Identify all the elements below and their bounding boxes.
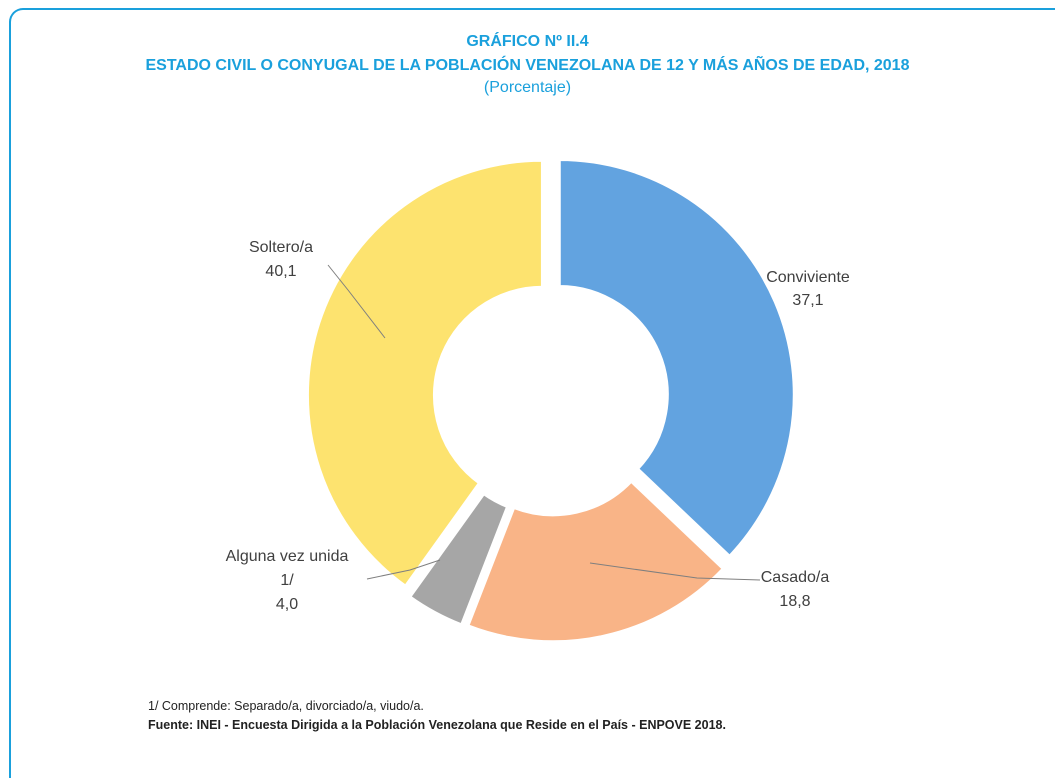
chart-frame — [9, 8, 1055, 778]
leader-lines — [327, 264, 761, 581]
chart-subtitle: ESTADO CIVIL O CONYUGAL DE LA POBLACIÓN … — [145, 57, 910, 74]
value-soltero: 40,1 — [265, 263, 296, 280]
label-conviviente: Conviviente — [766, 269, 850, 286]
value-casado: 18,8 — [779, 593, 810, 610]
slice-casado-a — [465, 479, 726, 644]
slice-soltero-a — [305, 158, 544, 589]
label-alguna-footnote-ref: 1/ — [280, 572, 294, 589]
leader-casado — [589, 562, 761, 581]
label-alguna-vez-unida: Alguna vez unida — [226, 548, 349, 565]
slice-conviviente — [557, 157, 796, 559]
label-casado: Casado/a — [761, 569, 830, 586]
chart-title: GRÁFICO Nº II.4 — [466, 33, 589, 50]
slice-alguna-vez-unida-1 — [407, 491, 510, 627]
leader-alguna — [366, 559, 441, 580]
leader-soltero — [327, 264, 386, 339]
donut-slices — [305, 157, 796, 644]
source-note: Fuente: INEI - Encuesta Dirigida a la Po… — [148, 718, 726, 732]
value-conviviente: 37,1 — [792, 292, 823, 309]
footnote: 1/ Comprende: Separado/a, divorciado/a, … — [148, 699, 424, 713]
chart-unit: (Porcentaje) — [483, 79, 572, 96]
value-alguna-vez-unida: 4,0 — [276, 596, 298, 613]
label-soltero: Soltero/a — [249, 239, 313, 256]
